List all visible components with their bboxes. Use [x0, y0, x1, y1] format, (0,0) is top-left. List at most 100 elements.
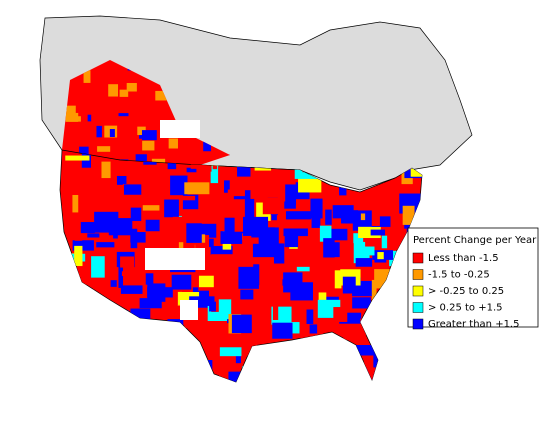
- region-cell: [160, 326, 179, 341]
- region-cell: [164, 366, 174, 381]
- region-cell: [128, 362, 139, 376]
- white-gap: [145, 248, 205, 270]
- region-cell: [141, 329, 161, 343]
- region-cell: [188, 357, 195, 369]
- region-cell: [70, 298, 95, 306]
- region-cell: [87, 114, 92, 122]
- region-cell: [142, 356, 154, 366]
- region-cell: [137, 126, 146, 136]
- legend-label: > -0.25 to 0.25: [428, 286, 504, 297]
- region-cell: [315, 287, 325, 295]
- region-cell: [184, 323, 205, 329]
- legend-label: -1.5 to -0.25: [428, 270, 490, 281]
- region-cell: [402, 374, 419, 382]
- region-cell: [357, 246, 375, 256]
- legend: Percent Change per Year Less than -1.5 -1…: [407, 227, 539, 330]
- region-cell: [184, 182, 210, 195]
- region-cell: [87, 314, 93, 333]
- region-cell: [348, 344, 375, 356]
- region-cell: [152, 320, 166, 330]
- region-cell: [371, 279, 377, 301]
- region-cell: [118, 266, 124, 288]
- region-cell: [65, 112, 79, 122]
- region-cell: [328, 228, 348, 241]
- region-cell: [325, 209, 332, 225]
- region-cell: [231, 314, 252, 334]
- region-cell: [406, 352, 422, 359]
- region-cell: [145, 273, 154, 285]
- region-cell: [170, 175, 188, 196]
- region-cell: [105, 314, 131, 327]
- region-cell: [62, 328, 74, 350]
- region-cell: [343, 324, 362, 340]
- legend-box: [407, 227, 539, 328]
- region-cell: [78, 377, 98, 382]
- region-cell: [410, 168, 422, 177]
- region-cell: [409, 358, 419, 371]
- legend-label: Less than -1.5: [428, 253, 499, 264]
- region-cell: [334, 270, 342, 289]
- region-cell: [74, 245, 83, 267]
- legend-swatch: [412, 285, 424, 297]
- region-cell: [189, 296, 215, 306]
- legend-swatch: [412, 269, 424, 280]
- region-cell: [227, 189, 245, 197]
- region-cell: [126, 83, 137, 92]
- region-cell: [425, 346, 450, 351]
- region-cell: [120, 246, 140, 253]
- region-cell: [88, 380, 107, 382]
- region-cell: [288, 322, 300, 334]
- region-cell: [109, 129, 115, 138]
- region-cell: [142, 205, 160, 211]
- region-cell: [188, 384, 204, 392]
- region-cell: [377, 199, 402, 208]
- region-cell: [77, 366, 101, 378]
- region-cell: [87, 233, 100, 238]
- region-cell: [388, 325, 394, 340]
- region-cell: [179, 211, 200, 217]
- region-cell: [72, 194, 79, 213]
- region-cell: [196, 377, 206, 382]
- legend-title: Percent Change per Year: [413, 235, 537, 246]
- region-cell: [285, 184, 296, 206]
- region-cell: [312, 266, 332, 275]
- region-cell: [376, 304, 393, 324]
- region-cell: [171, 274, 192, 290]
- region-cell: [381, 235, 388, 249]
- region-cell: [168, 138, 178, 149]
- region-cell: [352, 210, 376, 231]
- region-cell: [398, 351, 412, 363]
- region-cell: [74, 235, 83, 241]
- region-cell: [99, 383, 123, 387]
- region-cell: [83, 70, 91, 83]
- region-cell: [76, 272, 87, 289]
- region-cell: [91, 256, 105, 278]
- region-cell: [284, 235, 299, 248]
- region-cell: [72, 240, 94, 251]
- region-cell: [109, 184, 126, 194]
- region-cell: [298, 174, 322, 193]
- region-cell: [421, 212, 422, 227]
- region-cell: [210, 162, 219, 184]
- region-cell: [281, 359, 290, 373]
- region-cell: [398, 371, 414, 377]
- region-cell: [374, 377, 384, 382]
- region-cell: [319, 225, 332, 242]
- region-cell: [377, 252, 384, 260]
- region-cell: [272, 368, 281, 382]
- region-cell: [379, 321, 399, 327]
- region-cell: [272, 322, 293, 339]
- region-cell: [339, 312, 362, 324]
- region-cell: [342, 276, 356, 294]
- region-cell: [203, 141, 212, 152]
- region-cell: [101, 161, 111, 179]
- region-cell: [151, 158, 166, 165]
- region-cell: [309, 317, 332, 324]
- legend-items: Less than -1.5 -1.5 to -0.25 > -0.25 to 0.…: [412, 252, 519, 330]
- white-gap: [180, 300, 198, 320]
- region-cell: [151, 328, 167, 346]
- region-cell: [116, 175, 127, 194]
- region-cell: [120, 285, 143, 294]
- region-cell: [87, 299, 101, 312]
- region-cell: [309, 324, 318, 342]
